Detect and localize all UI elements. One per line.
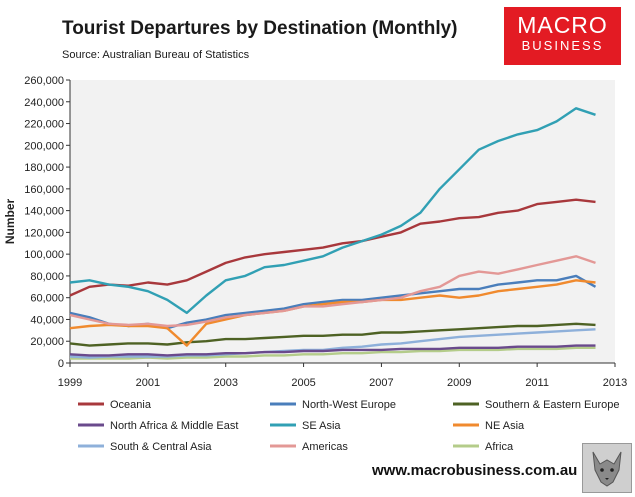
y-tick-label: 100,000 [24,249,64,261]
source-note: Source: Australian Bureau of Statistics [62,49,250,61]
x-tick-label: 1999 [58,377,82,389]
chart-title: Tourist Departures by Destination (Month… [62,18,458,39]
legend: Oceania North-West Europe Southern & Easte… [78,399,620,453]
y-tick-label: 80,000 [30,271,64,283]
y-axis-label: Number [3,199,17,245]
y-tick-label: 60,000 [30,293,64,305]
legend-label: North-West Europe [302,399,396,411]
y-tick-label: 140,000 [24,206,64,218]
series-line-oceania [69,198,596,297]
x-axis: 1999 2001 2003 2005 2007 2009 2011 2013 [58,362,627,389]
y-tick-label: 240,000 [24,97,64,109]
series-line-africa [70,346,596,360]
y-axis: 0 20,000 40,000 60,000 80,000 100,000 120,000 1… [24,75,71,370]
logo-line-2: BUSINESS [521,38,604,53]
x-tick-label: 2011 [525,377,549,389]
x-tick-label: 2003 [213,377,237,389]
y-tick-label: 120,000 [24,227,64,239]
series-line-ne-asia [69,279,596,347]
y-tick-label: 200,000 [24,140,64,152]
y-tick-label: 0 [58,358,64,370]
x-tick-label: 2007 [369,377,393,389]
series-line-south-central-asia [69,328,596,359]
x-tick-label: 2009 [447,377,471,389]
wolf-logo [582,443,632,493]
legend-label: NE Asia [485,420,525,432]
legend-label: South & Central Asia [110,441,212,453]
series-line-se-asia [69,107,596,315]
legend-label: Southern & Eastern Europe [485,399,620,411]
legend-label: North Africa & Middle East [110,420,238,432]
logo-line-1: MACRO [517,12,608,38]
legend-label: Oceania [110,399,152,411]
legend-label: Africa [485,441,514,453]
x-tick-label: 2001 [136,377,160,389]
plot-area [70,80,615,363]
x-tick-label: 2013 [603,377,627,389]
y-tick-label: 160,000 [24,184,64,196]
series-line-southern-eastern-europe [69,322,596,347]
macrobusiness-logo: MACRO BUSINESS [504,7,621,65]
website-url[interactable]: www.macrobusiness.com.au [372,462,578,479]
y-tick-label: 20,000 [30,336,64,348]
x-tick-label: 2005 [291,377,315,389]
y-tick-label: 180,000 [24,162,64,174]
series-line-north-africa-middle-east [69,344,596,357]
y-tick-label: 40,000 [30,314,64,326]
legend-label: Americas [302,441,348,453]
series-lines [69,107,597,360]
series-line-americas [69,255,596,328]
y-tick-label: 260,000 [24,75,64,87]
y-tick-label: 220,000 [24,119,64,131]
legend-label: SE Asia [302,420,341,432]
